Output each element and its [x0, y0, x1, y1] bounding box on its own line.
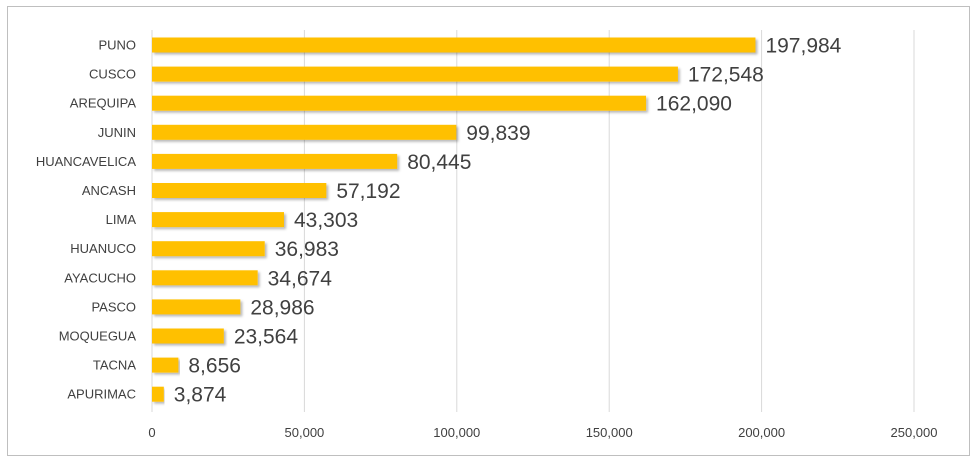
category-label: TACNA — [93, 358, 136, 373]
bar — [152, 124, 457, 140]
category-label: PUNO — [98, 38, 136, 53]
category-label: MOQUEGUA — [59, 329, 137, 344]
bar — [152, 183, 327, 198]
bar — [152, 386, 164, 402]
x-tick-label: 150,000 — [586, 425, 633, 440]
data-label: 23,564 — [234, 326, 299, 349]
bars — [152, 37, 756, 402]
gridlines — [151, 30, 915, 412]
bar — [152, 357, 179, 373]
category-label: HUANCAVELICA — [36, 154, 137, 169]
x-tick-label: 100,000 — [433, 425, 480, 440]
bar — [152, 66, 678, 82]
x-tick-label: 0 — [148, 425, 155, 440]
data-label: 3,874 — [174, 384, 227, 407]
category-label: AYACUCHO — [64, 270, 136, 285]
x-tick-label: 200,000 — [738, 425, 785, 440]
category-label: JUNIN — [98, 125, 136, 140]
category-label: HUANUCO — [70, 241, 136, 256]
data-label: 162,090 — [656, 93, 732, 116]
data-label: 34,674 — [268, 267, 333, 290]
bar — [152, 241, 265, 257]
x-tick-label: 250,000 — [891, 425, 938, 440]
data-label: 36,983 — [275, 238, 339, 261]
data-label: 57,192 — [336, 180, 400, 203]
category-label: LIMA — [106, 212, 137, 227]
data-label: 99,839 — [466, 122, 530, 145]
category-label: PASCO — [91, 299, 136, 314]
data-label: 43,303 — [294, 209, 358, 232]
data-label: 28,986 — [250, 296, 314, 319]
category-label: APURIMAC — [67, 387, 136, 402]
x-tick-label: 50,000 — [285, 425, 325, 440]
bar — [152, 212, 284, 228]
data-label: 172,548 — [688, 64, 764, 87]
data-label: 197,984 — [765, 35, 841, 58]
category-label: CUSCO — [89, 67, 136, 82]
bar — [152, 270, 258, 286]
category-label: ANCASH — [82, 183, 136, 198]
labels: 0 50,000 100,000 150,000 200,000 250,000 PUNO 1… — [36, 35, 938, 441]
bar — [152, 95, 647, 111]
data-label: 8,656 — [188, 355, 241, 378]
bar — [152, 153, 398, 169]
bar — [152, 328, 224, 344]
category-label: AREQUIPA — [70, 96, 137, 111]
data-label: 80,445 — [407, 151, 471, 174]
bar — [152, 37, 756, 53]
bar — [152, 299, 241, 315]
